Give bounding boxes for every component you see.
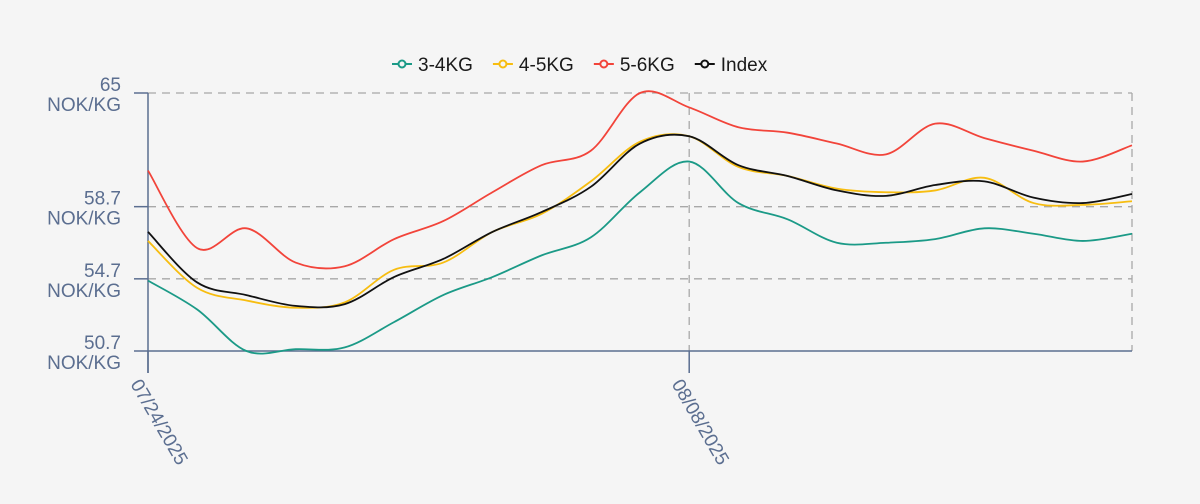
legend-item-4-5kg[interactable]: 4-5KG [492,55,574,76]
legend-marker-icon [700,59,710,69]
legend-label: Index [721,55,768,76]
legend-marker-icon [599,59,609,69]
series-line-3-4kg [147,160,1133,355]
y-tick-label: 50.7 [84,333,121,354]
legend: 3-4KG 4-5KG 5-6KG Index [392,55,768,76]
legend-item-5-6kg[interactable]: 5-6KG [593,55,675,76]
y-tick-unit: NOK/KG [47,353,121,374]
legend-label: 5-6KG [620,55,675,76]
grid [148,92,1133,351]
series-line-4-5kg [147,133,1133,309]
legend-label: 4-5KG [519,55,574,76]
y-tick-unit: NOK/KG [47,209,121,230]
legend-marker-icon [397,59,407,69]
legend-item-3-4kg[interactable]: 3-4KG [392,55,473,76]
y-tick-label: 65 [100,75,121,96]
y-tick-unit: NOK/KG [47,95,121,116]
legend-label: 3-4KG [418,55,473,76]
x-tick-label: 07/24/2025 [126,376,192,469]
legend-item-index[interactable]: Index [694,55,768,76]
series-line-5-6kg [147,90,1133,270]
series-lines [147,90,1133,355]
y-tick-label: 58.7 [84,189,121,210]
y-tick-label: 54.7 [84,261,121,282]
x-tick-label: 08/08/2025 [667,376,733,469]
axes: 65NOK/KG58.7NOK/KG54.7NOK/KG50.7NOK/KG07… [47,75,1132,469]
legend-marker-icon [498,59,508,69]
y-tick-unit: NOK/KG [47,281,121,302]
series-line-index [147,133,1133,309]
